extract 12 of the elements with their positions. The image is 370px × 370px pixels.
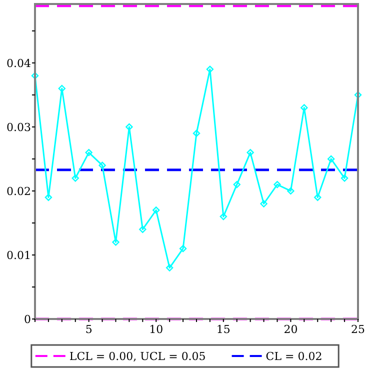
x-tick-label: 15 [216,323,230,336]
y-tick-label: 0.03 [6,120,31,134]
y-tick-label: 0.01 [6,248,31,262]
x-tick-label: 20 [284,323,298,336]
legend-label: LCL = 0.00, UCL = 0.05 [69,350,206,363]
x-tick-label: 10 [149,323,164,336]
y-tick-label: 0.02 [6,184,31,198]
x-tick-label: 5 [85,323,92,336]
x-tick-label: 25 [351,323,365,336]
y-tick-label: 0 [24,312,31,326]
y-tick-label: 0.04 [6,56,31,70]
legend-label: CL = 0.02 [266,350,322,363]
